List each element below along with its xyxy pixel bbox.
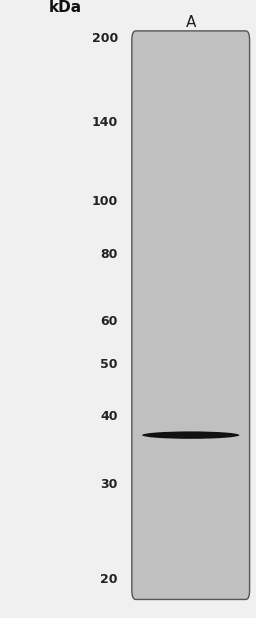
- Text: 20: 20: [100, 573, 118, 586]
- Ellipse shape: [142, 431, 239, 439]
- Text: 60: 60: [100, 315, 118, 328]
- Text: 30: 30: [100, 478, 118, 491]
- Text: 40: 40: [100, 410, 118, 423]
- Text: 100: 100: [91, 195, 118, 208]
- Text: kDa: kDa: [49, 1, 82, 15]
- Text: 50: 50: [100, 358, 118, 371]
- Text: 200: 200: [91, 32, 118, 45]
- Text: 80: 80: [100, 248, 118, 261]
- Text: 140: 140: [91, 116, 118, 129]
- FancyBboxPatch shape: [132, 31, 250, 599]
- Text: A: A: [186, 15, 196, 30]
